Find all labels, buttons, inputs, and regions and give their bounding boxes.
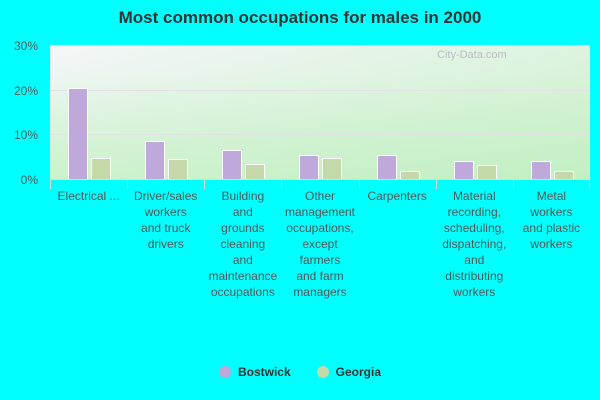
x-tick [281,180,283,189]
x-tick [127,180,129,189]
bar-georgia[interactable] [322,158,343,179]
y-tick-label: 30% [13,39,38,53]
bar-bostwick[interactable] [222,150,243,179]
bar-bostwick[interactable] [145,141,166,179]
bar-bostwick[interactable] [68,87,88,179]
bar-georgia[interactable] [245,164,266,179]
x-tick-label: Metal workers and plastic workers [522,189,581,251]
legend-item-bostwick[interactable]: Bostwick [218,365,291,379]
y-tick-label: 0% [20,173,38,187]
x-axis-line [50,179,590,180]
y-tick-label: 20% [13,83,38,98]
x-tick-label: Electrical ... [57,189,120,203]
x-tick [50,180,51,189]
bar-georgia[interactable] [476,165,497,179]
bar-georgia[interactable] [168,159,189,179]
bar-georgia[interactable] [91,158,111,179]
x-tick [435,180,437,189]
legend-label: Georgia [335,365,382,379]
bar-bostwick[interactable] [299,155,320,179]
x-tick-label: Building and grounds cleaning and mainte… [208,189,278,299]
gridline [50,134,590,136]
x-tick [358,180,360,189]
watermark: City-Data.com [437,49,507,61]
x-tick [512,180,514,189]
bar-bostwick[interactable] [376,155,397,179]
x-tick [204,180,206,189]
bar-bostwick[interactable] [530,160,551,179]
bar-georgia[interactable] [553,170,574,179]
x-tick-label: Carpenters [367,189,427,203]
gridline [50,89,590,91]
legend-item-georgia[interactable]: Georgia [316,365,382,379]
legend-swatch-icon [316,366,329,378]
legend-swatch-icon [218,366,231,378]
plot-area [50,45,590,179]
x-tick-label: Driver/sales workers and truck drivers [134,189,198,251]
x-tick [589,180,590,189]
y-tick-label: 10% [13,128,38,143]
x-tick-label: Material recording, scheduling, dispatch… [442,189,507,299]
chart-title: Most common occupations for males in 200… [118,8,482,27]
x-tick-label: Other management occupations, except far… [284,189,356,299]
bar-georgia[interactable] [399,170,420,179]
bar-bostwick[interactable] [453,160,474,179]
legend: Bostwick Georgia [0,365,600,379]
legend-label: Bostwick [237,365,291,379]
